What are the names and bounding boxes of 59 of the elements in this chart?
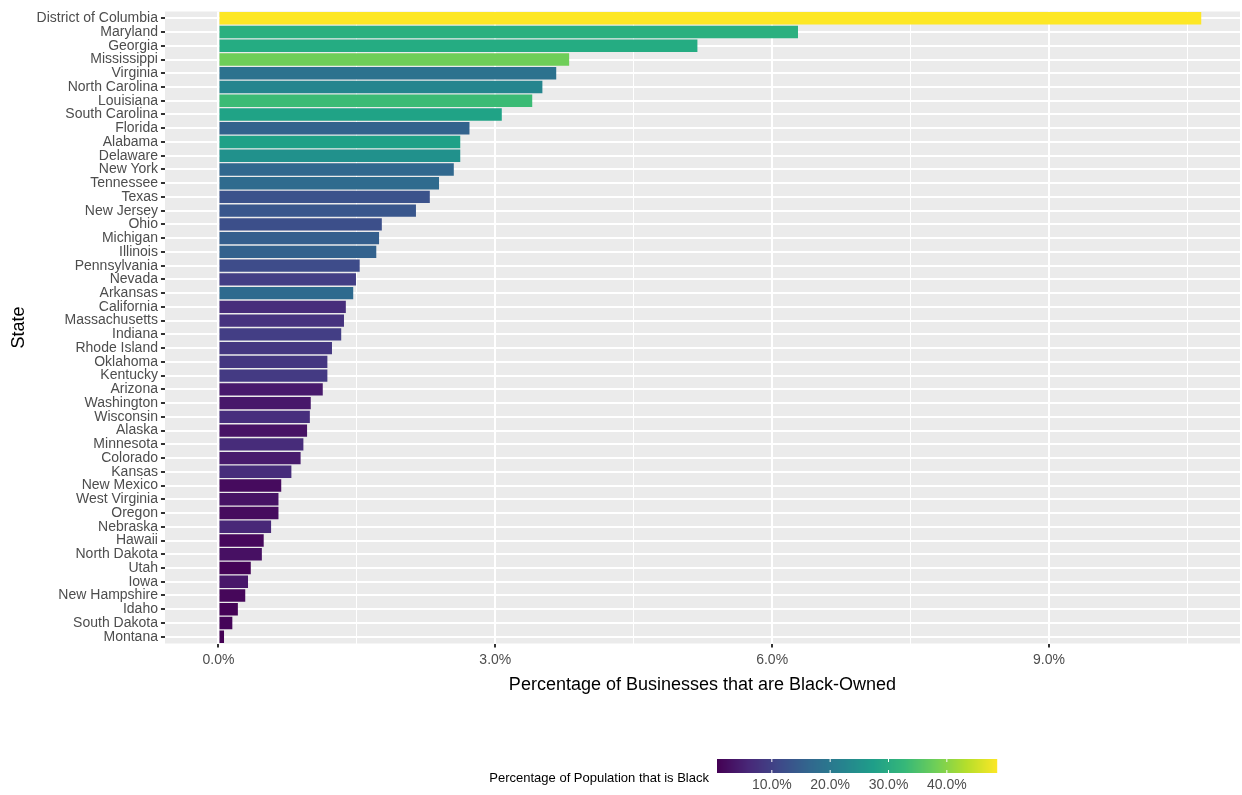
color-bar-label: 30.0% <box>868 775 909 792</box>
y-tick-label: Iowa <box>128 572 159 589</box>
bar <box>219 438 304 451</box>
y-tick-label: Alaska <box>115 421 159 438</box>
bar <box>219 506 279 520</box>
bar <box>219 108 502 121</box>
bar <box>219 53 570 66</box>
y-tick-label: Washington <box>84 393 158 410</box>
y-tick-label: Montana <box>103 627 159 644</box>
bar <box>219 135 461 149</box>
bar <box>219 67 557 80</box>
bar <box>219 630 225 643</box>
y-axis-title: State <box>7 306 28 349</box>
x-tick-label: 3.0% <box>479 650 512 667</box>
color-bar-title: Percentage of Population that is Black <box>489 769 710 785</box>
color-bar-label: 40.0% <box>926 775 967 792</box>
bar <box>219 424 308 437</box>
y-tick-label: California <box>98 297 159 314</box>
y-tick-label: Hawaii <box>115 531 158 548</box>
bar <box>219 273 356 286</box>
bar <box>219 12 1202 25</box>
y-tick-label: Kentucky <box>100 366 158 383</box>
color-bar-label: 20.0% <box>810 775 851 792</box>
y-tick-label: New York <box>98 160 159 177</box>
bar <box>219 122 470 135</box>
bar <box>219 149 461 162</box>
bar <box>219 561 251 575</box>
y-tick-label: Arkansas <box>99 284 158 300</box>
bar <box>219 410 310 424</box>
x-axis-title: Percentage of Businesses that are Black-Owned <box>508 674 897 695</box>
bar <box>219 39 698 52</box>
color-bar-label: 10.0% <box>751 775 792 792</box>
y-tick-label: Delaware <box>98 146 159 163</box>
bar <box>219 25 798 39</box>
y-tick-label: Massachusetts <box>64 311 158 328</box>
bar <box>219 259 360 272</box>
y-tick-label: Oklahoma <box>94 352 159 369</box>
bar <box>219 575 249 588</box>
bar <box>219 465 292 478</box>
bar <box>219 451 301 465</box>
y-tick-label: New Mexico <box>81 476 159 493</box>
bar <box>219 231 380 245</box>
y-tick-label: Michigan <box>101 229 158 246</box>
bar <box>219 520 272 533</box>
x-tick-label: 9.0% <box>1033 650 1065 667</box>
y-tick-label: Kansas <box>111 462 158 479</box>
x-tick-label: 6.0% <box>756 650 789 667</box>
bar <box>219 94 533 107</box>
y-tick-label: South Carolina <box>65 105 159 122</box>
bar <box>219 286 354 300</box>
y-tick-label: Pennsylvania <box>74 256 159 273</box>
bar <box>219 80 543 94</box>
bar <box>219 245 377 259</box>
y-tick-label: West Virginia <box>76 490 159 507</box>
y-tick-label: New Hampshire <box>58 586 159 603</box>
y-tick-label: New Jersey <box>84 201 158 218</box>
x-tick-label: 0.0% <box>202 650 235 667</box>
y-tick-label: Louisiana <box>98 91 159 108</box>
bar <box>219 616 233 630</box>
